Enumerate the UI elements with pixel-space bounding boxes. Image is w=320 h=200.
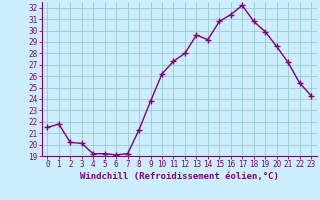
X-axis label: Windchill (Refroidissement éolien,°C): Windchill (Refroidissement éolien,°C): [80, 172, 279, 181]
